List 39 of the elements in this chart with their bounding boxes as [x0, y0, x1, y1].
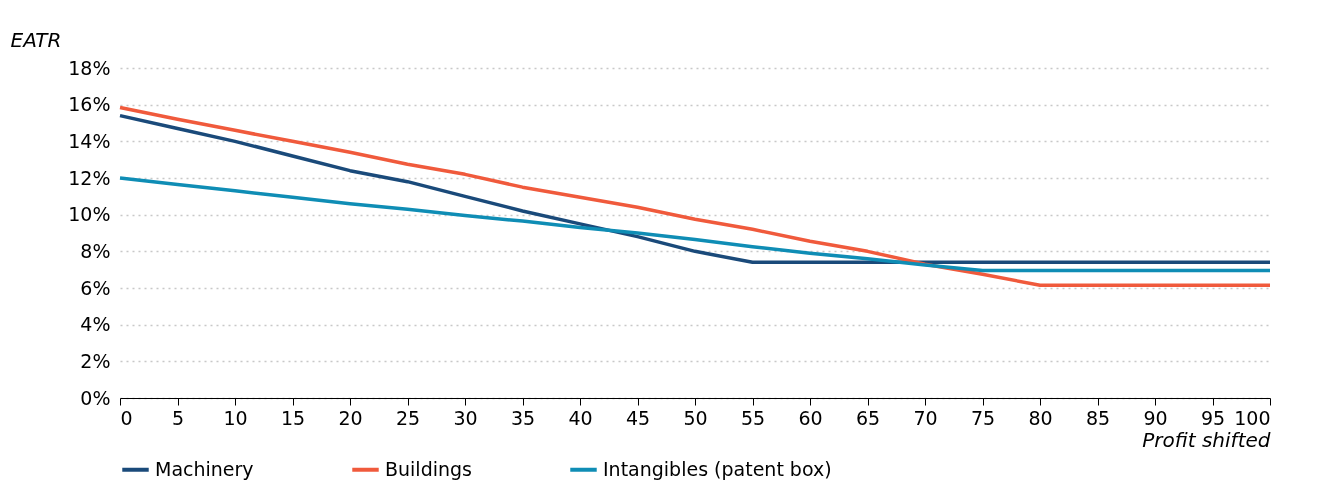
- y-tick-label: 8%: [80, 239, 111, 262]
- x-tick-label: 70: [913, 406, 938, 429]
- x-tick-label: 95: [1200, 406, 1226, 429]
- legend-label: Machinery: [155, 457, 254, 480]
- y-tick-label: 0%: [80, 386, 111, 409]
- legend-label: Intangibles (patent box): [603, 457, 832, 480]
- x-tick-label: 10: [223, 406, 248, 429]
- x-tick-label: 20: [338, 406, 363, 429]
- x-tick-label: 0: [120, 406, 133, 429]
- y-tick-label: 10%: [68, 203, 111, 226]
- x-tick-label: 55: [740, 406, 766, 429]
- x-tick-label: 100: [1234, 406, 1271, 429]
- x-axis-title: Profit shifted: [1142, 427, 1271, 452]
- line-series: [118, 176, 1272, 273]
- x-tick-label: 15: [280, 406, 306, 429]
- y-tick-label: 14%: [68, 129, 111, 152]
- line-series: [118, 105, 1272, 287]
- x-tick-label: 35: [510, 406, 536, 429]
- x-tick-label: 5: [171, 406, 185, 429]
- line-series: [118, 113, 1272, 265]
- y-tick-label: 18%: [68, 56, 111, 79]
- y-tick-label: 12%: [68, 166, 111, 189]
- x-tick-label: 40: [568, 406, 593, 429]
- x-tick-label: 30: [453, 406, 478, 429]
- y-tick-label: 16%: [68, 93, 111, 116]
- y-tick-label: 4%: [80, 313, 111, 336]
- x-tick-label: 80: [1028, 406, 1053, 429]
- x-tick-label: 50: [683, 406, 708, 429]
- x-tick-label: 25: [395, 406, 421, 429]
- legend-label: Buildings: [385, 457, 472, 480]
- x-tick-label: 85: [1085, 406, 1111, 429]
- x-tick-label: 90: [1143, 406, 1168, 429]
- x-tick-label: 75: [970, 406, 996, 429]
- y-tick-label: 2%: [80, 349, 111, 372]
- x-tick-label: 45: [625, 406, 651, 429]
- x-tick-label: 60: [798, 406, 823, 429]
- y-tick-label: 6%: [80, 276, 111, 299]
- y-axis-title: EATR: [10, 27, 62, 52]
- x-tick-label: 65: [855, 406, 881, 429]
